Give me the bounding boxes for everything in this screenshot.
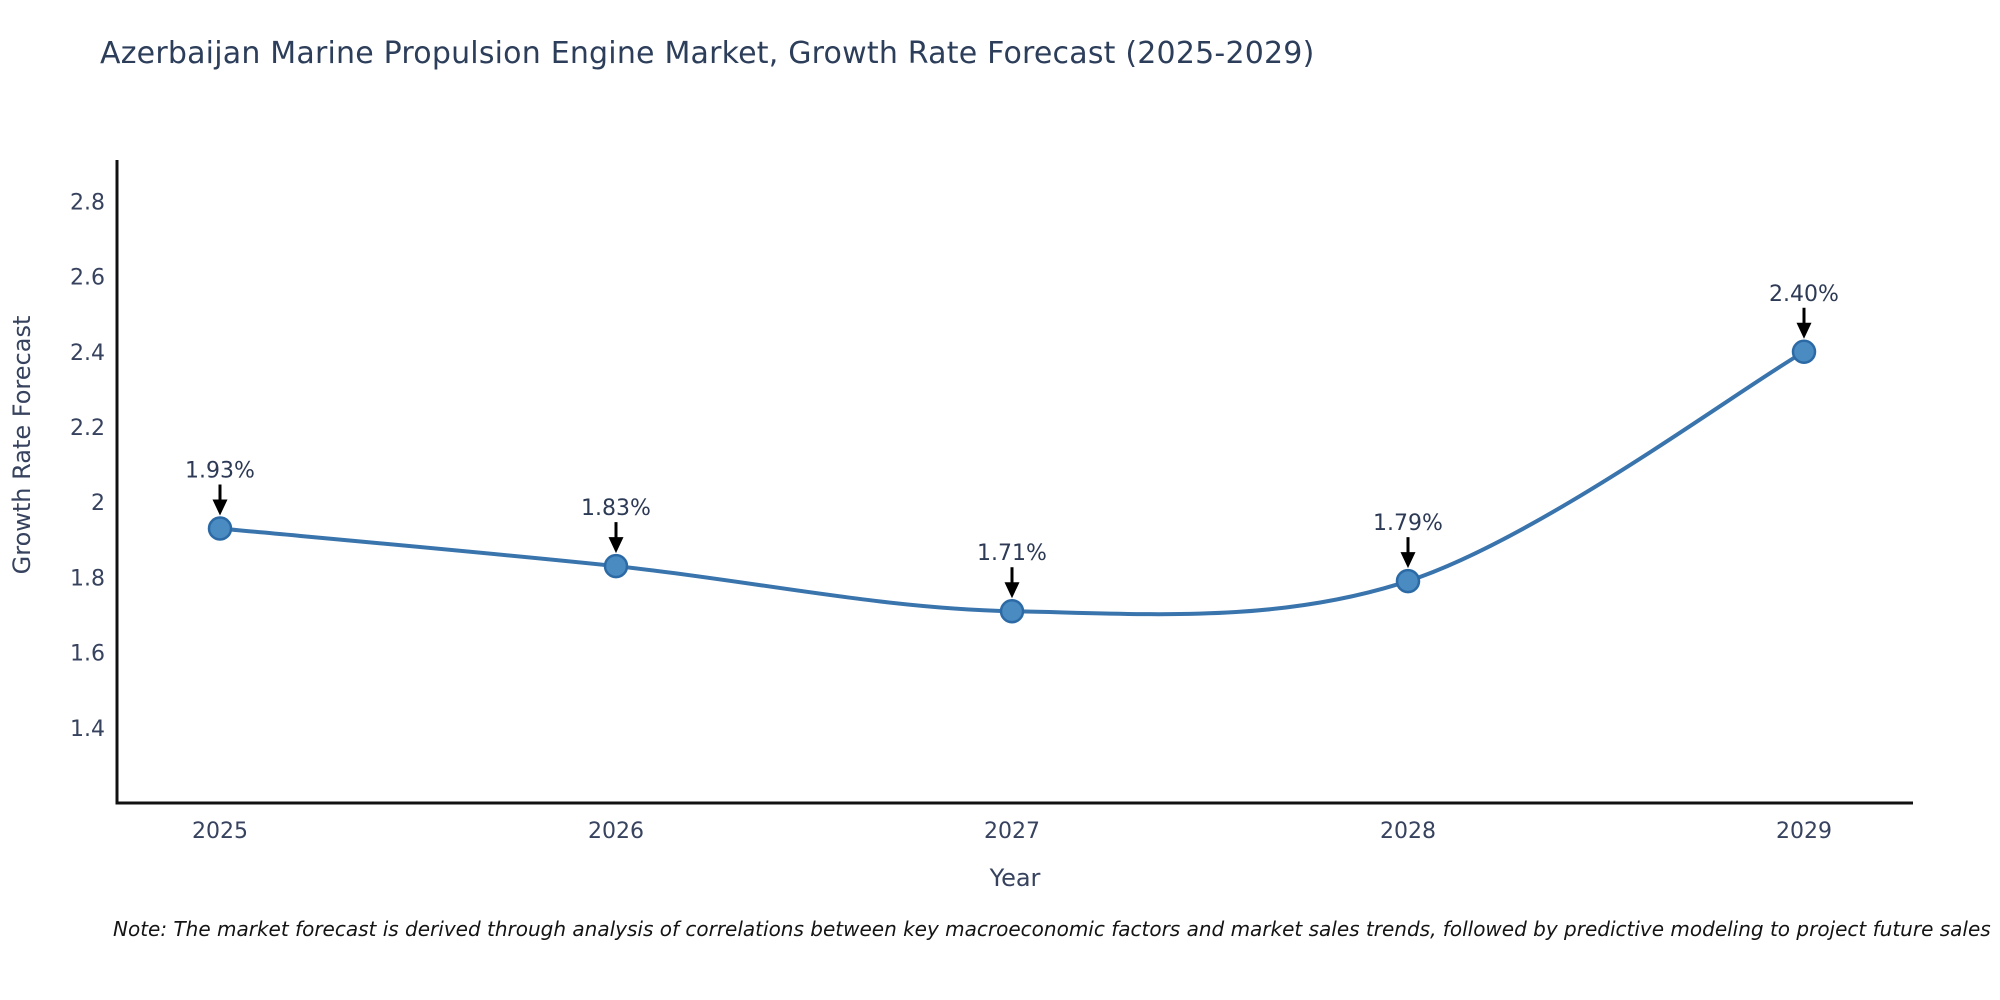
annotation-arrowhead-icon <box>1400 552 1416 569</box>
y-tick-label: 1.6 <box>70 642 105 667</box>
axes-group: 1.4 1.6 1.8 2 2.2 2.4 2.6 2.8 2025 2026 2027 2028 20… <box>70 160 1913 844</box>
annotation-arrowhead-icon <box>608 537 624 554</box>
x-tick-label: 2028 <box>1380 819 1436 844</box>
y-tick-label: 2.4 <box>70 341 105 366</box>
data-point-label: 1.71% <box>977 541 1047 566</box>
annotations-group: 1.93% 1.83% 1.71% 1.79% 2.40% <box>185 282 1839 599</box>
x-tick-label: 2029 <box>1776 819 1832 844</box>
data-point-marker[interactable] <box>1395 568 1421 594</box>
data-point-label: 2.40% <box>1769 282 1839 307</box>
data-point-label: 1.79% <box>1373 511 1443 536</box>
x-tick-label: 2027 <box>984 819 1040 844</box>
data-point-label: 1.83% <box>581 496 651 521</box>
x-tick-label: 2026 <box>588 819 644 844</box>
annotation-arrowhead-icon <box>1004 582 1020 599</box>
x-axis-title: Year <box>989 864 1041 892</box>
x-tick-label: 2025 <box>192 819 248 844</box>
data-point-marker[interactable] <box>603 553 629 579</box>
y-tick-label: 1.8 <box>70 566 105 591</box>
y-tick-label: 2.8 <box>70 190 105 215</box>
annotation-arrowhead-icon <box>1796 322 1812 339</box>
footnote: Note: The market forecast is derived thr… <box>113 917 1991 941</box>
data-point-marker[interactable] <box>999 598 1025 624</box>
chart-title: Azerbaijan Marine Propulsion Engine Mark… <box>100 36 1315 71</box>
data-point-marker[interactable] <box>207 516 233 541</box>
data-point-label: 1.93% <box>185 459 255 484</box>
data-point-marker[interactable] <box>1791 339 1817 365</box>
series-group <box>207 339 1817 624</box>
y-axis-title: Growth Rate Forecast <box>8 316 36 575</box>
annotation-arrowhead-icon <box>212 499 228 516</box>
y-tick-label: 2.6 <box>70 266 105 291</box>
y-tick-label: 2 <box>91 491 105 516</box>
y-tick-label: 1.4 <box>70 717 105 742</box>
y-tick-label: 2.2 <box>70 416 105 441</box>
